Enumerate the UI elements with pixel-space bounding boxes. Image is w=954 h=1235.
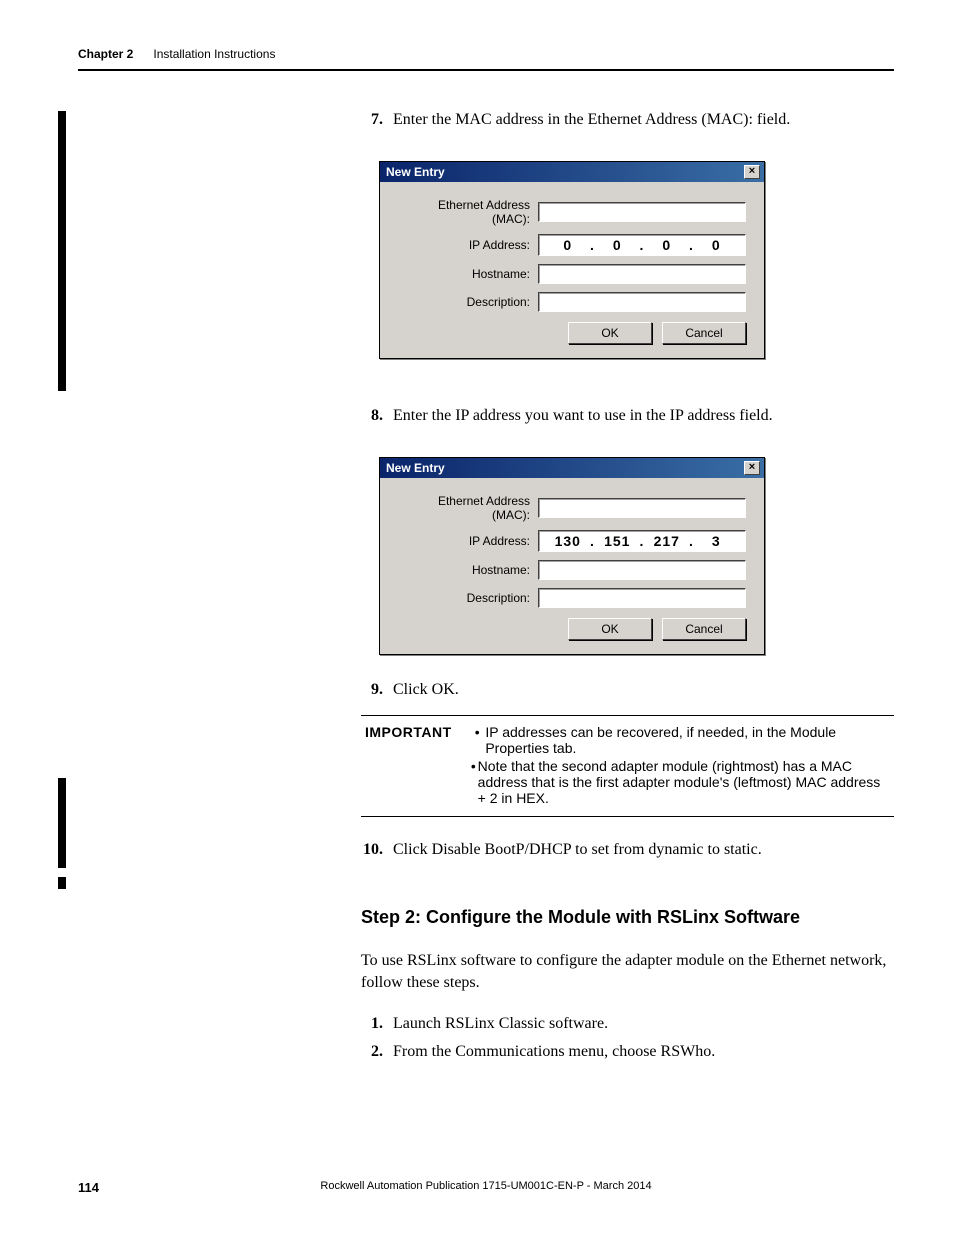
ip-dot: . [589, 533, 597, 549]
step-9: 9. Click OK. [361, 681, 894, 699]
ip-octet-3: 0 [646, 237, 688, 253]
section-heading: Step 2: Configure the Module with RSLinx… [361, 907, 894, 928]
substep-1: 1. Launch RSLinx Classic software. [361, 1015, 894, 1033]
mac-label: Ethernet Address (MAC): [398, 494, 538, 522]
ip-octet-1: 0 [547, 237, 589, 253]
ip-dot: . [638, 533, 646, 549]
step-text: Enter the IP address you want to use in … [393, 407, 773, 424]
ip-dot: . [589, 237, 597, 253]
chapter-label: Chapter 2 [78, 47, 133, 61]
hostname-input[interactable] [538, 560, 746, 580]
important-label: IMPORTANT [365, 724, 469, 808]
mac-label: Ethernet Address (MAC): [398, 198, 538, 226]
ip-dot: . [688, 533, 696, 549]
ip-octet-4: 0 [696, 237, 738, 253]
cancel-button[interactable]: Cancel [662, 322, 746, 344]
step-number: 9. [361, 681, 383, 699]
page-number: 114 [78, 1180, 138, 1195]
step-number: 2. [361, 1043, 383, 1061]
chapter-title: Installation Instructions [153, 47, 275, 61]
mac-input[interactable] [538, 498, 746, 518]
page-footer: 114 Rockwell Automation Publication 1715… [78, 1180, 894, 1195]
substep-2: 2. From the Communications menu, choose … [361, 1043, 894, 1061]
titlebar: New Entry × [380, 458, 764, 478]
step-number: 10. [361, 841, 383, 859]
close-icon[interactable]: × [744, 165, 760, 179]
close-icon[interactable]: × [744, 461, 760, 475]
page-header: Chapter 2 Installation Instructions [78, 47, 894, 61]
new-entry-dialog-1: New Entry × Ethernet Address (MAC): IP A… [379, 161, 765, 359]
step-number: 8. [361, 407, 383, 425]
header-rule [78, 69, 894, 71]
publication-info: Rockwell Automation Publication 1715-UM0… [138, 1180, 834, 1195]
changebar [58, 877, 66, 889]
ok-button[interactable]: OK [568, 618, 652, 640]
section-intro: To use RSLinx software to configure the … [361, 950, 894, 993]
step-7: 7. Enter the MAC address in the Ethernet… [361, 111, 894, 129]
ip-dot: . [638, 237, 646, 253]
step-number: 1. [361, 1015, 383, 1033]
important-item: Note that the second adapter module (rig… [478, 758, 890, 806]
important-callout: IMPORTANT • IP addresses can be recovere… [361, 715, 894, 817]
dialog-title: New Entry [386, 165, 445, 179]
ip-label: IP Address: [398, 238, 538, 252]
changebar [58, 111, 66, 391]
bullet-icon: • [469, 758, 478, 806]
hostname-input[interactable] [538, 264, 746, 284]
ip-input[interactable]: 0 . 0 . 0 . 0 [538, 234, 746, 256]
step-text: Click OK. [393, 681, 459, 698]
ip-octet-4: 3 [696, 533, 738, 549]
description-label: Description: [398, 591, 538, 605]
bullet-icon: • [469, 724, 485, 756]
ip-octet-1: 130 [547, 533, 589, 549]
ip-octet-3: 217 [646, 533, 688, 549]
changebar [58, 778, 66, 868]
dialog-title: New Entry [386, 461, 445, 475]
step-8: 8. Enter the IP address you want to use … [361, 407, 894, 425]
description-input[interactable] [538, 292, 746, 312]
step-number: 7. [361, 111, 383, 129]
step-10: 10. Click Disable BootP/DHCP to set from… [361, 841, 894, 859]
ip-input[interactable]: 130 . 151 . 217 . 3 [538, 530, 746, 552]
hostname-label: Hostname: [398, 267, 538, 281]
important-item: IP addresses can be recovered, if needed… [485, 724, 890, 756]
ip-dot: . [688, 237, 696, 253]
ok-button[interactable]: OK [568, 322, 652, 344]
hostname-label: Hostname: [398, 563, 538, 577]
step-text: Enter the MAC address in the Ethernet Ad… [393, 111, 790, 128]
ip-octet-2: 0 [597, 237, 639, 253]
step-text: From the Communications menu, choose RSW… [393, 1043, 715, 1060]
titlebar: New Entry × [380, 162, 764, 182]
new-entry-dialog-2: New Entry × Ethernet Address (MAC): IP A… [379, 457, 765, 655]
mac-input[interactable] [538, 202, 746, 222]
cancel-button[interactable]: Cancel [662, 618, 746, 640]
description-input[interactable] [538, 588, 746, 608]
ip-octet-2: 151 [597, 533, 639, 549]
description-label: Description: [398, 295, 538, 309]
ip-label: IP Address: [398, 534, 538, 548]
step-text: Launch RSLinx Classic software. [393, 1015, 608, 1032]
step-text: Click Disable BootP/DHCP to set from dyn… [393, 841, 762, 858]
